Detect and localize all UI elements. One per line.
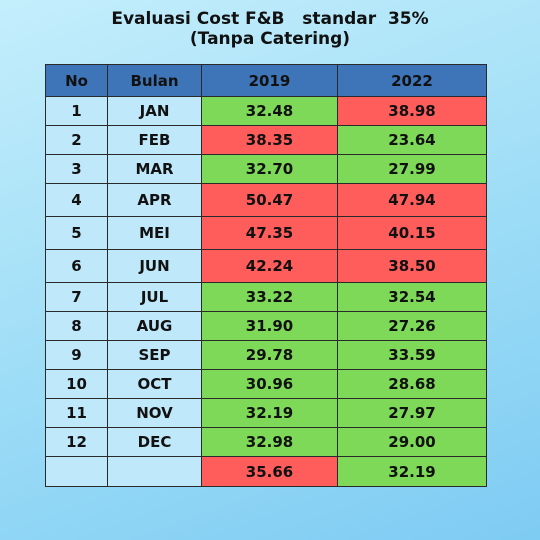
table-row: 2 FEB 38.35 23.64 [45,125,487,155]
table-row: 9 SEP 29.78 33.59 [45,340,487,370]
cell-no: 4 [45,183,108,217]
table-row: 3 MAR 32.70 27.99 [45,154,487,184]
table-row: 7 JUL 33.22 32.54 [45,282,487,312]
table-row: 5 MEI 47.35 40.15 [45,216,487,250]
table-row: 12 DEC 32.98 29.00 [45,427,487,457]
title-line-2: (Tanpa Catering) [189,29,351,49]
cell-no: 12 [45,427,108,457]
cell-2019: 42.24 [201,249,338,283]
cell-2019: 32.98 [201,427,338,457]
title-line-1: Evaluasi Cost F&B standar 35% [111,9,429,29]
cost-table: No Bulan 2019 2022 1 JAN 32.48 38.98 2 FEB 38.… [45,64,487,487]
cell-no: 11 [45,398,108,428]
cell-2022: 38.50 [337,249,487,283]
cell-2019: 30.96 [201,369,338,399]
cell-bulan: AUG [107,311,202,341]
cell-2019: 32.48 [201,96,338,126]
table-row: 4 APR 50.47 47.94 [45,183,487,217]
cell-2019: 31.90 [201,311,338,341]
cell-2019: 32.70 [201,154,338,184]
header-bulan: Bulan [107,64,202,97]
cell-no: 7 [45,282,108,312]
cell-bulan: FEB [107,125,202,155]
cell-bulan: OCT [107,369,202,399]
total-2022: 32.19 [337,456,487,487]
cell-no: 6 [45,249,108,283]
header-row: No Bulan 2019 2022 [45,64,487,97]
table-row: 8 AUG 31.90 27.26 [45,311,487,341]
cell-2019: 32.19 [201,398,338,428]
cell-2022: 27.99 [337,154,487,184]
cell-no: 1 [45,96,108,126]
cell-no: 8 [45,311,108,341]
cell-no: 5 [45,216,108,250]
table-row: 11 NOV 32.19 27.97 [45,398,487,428]
cell-2022: 29.00 [337,427,487,457]
table-row: 6 JUN 42.24 38.50 [45,249,487,283]
cell-no: 2 [45,125,108,155]
cell-2022: 40.15 [337,216,487,250]
table-row: 10 OCT 30.96 28.68 [45,369,487,399]
cell-no: 10 [45,369,108,399]
cell-2022: 33.59 [337,340,487,370]
cell-2022: 27.97 [337,398,487,428]
total-empty-no [45,456,108,487]
cell-2019: 29.78 [201,340,338,370]
cell-bulan: MAR [107,154,202,184]
cell-2019: 33.22 [201,282,338,312]
cell-bulan: SEP [107,340,202,370]
total-empty-bulan [107,456,202,487]
cell-bulan: NOV [107,398,202,428]
cell-bulan: APR [107,183,202,217]
total-row: 35.66 32.19 [45,456,487,487]
header-2019: 2019 [201,64,338,97]
header-no: No [45,64,108,97]
cell-2019: 50.47 [201,183,338,217]
table-row: 1 JAN 32.48 38.98 [45,96,487,126]
cell-2022: 27.26 [337,311,487,341]
cell-2022: 28.68 [337,369,487,399]
cell-bulan: JAN [107,96,202,126]
cell-no: 9 [45,340,108,370]
header-2022: 2022 [337,64,487,97]
cell-bulan: MEI [107,216,202,250]
total-2019: 35.66 [201,456,338,487]
cell-bulan: JUN [107,249,202,283]
cell-2019: 47.35 [201,216,338,250]
cell-2022: 23.64 [337,125,487,155]
cell-2022: 47.94 [337,183,487,217]
cell-bulan: DEC [107,427,202,457]
cell-2022: 38.98 [337,96,487,126]
cell-bulan: JUL [107,282,202,312]
cell-2022: 32.54 [337,282,487,312]
cell-no: 3 [45,154,108,184]
cell-2019: 38.35 [201,125,338,155]
